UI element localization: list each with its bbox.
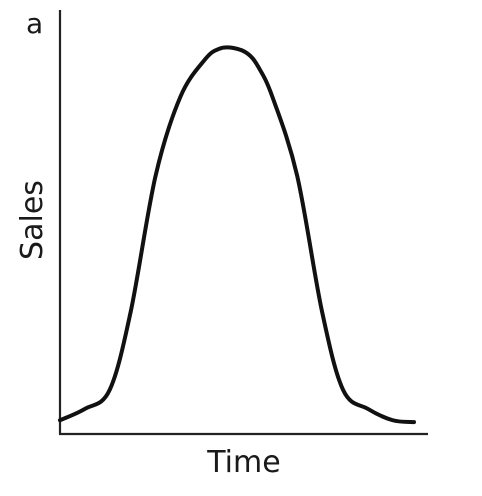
series-line-0: [58, 45, 416, 425]
panel-label: a: [26, 7, 44, 40]
y-axis-label: Sales: [15, 180, 50, 260]
series-layer: [58, 45, 416, 425]
x-axis-label: Time: [207, 445, 281, 480]
